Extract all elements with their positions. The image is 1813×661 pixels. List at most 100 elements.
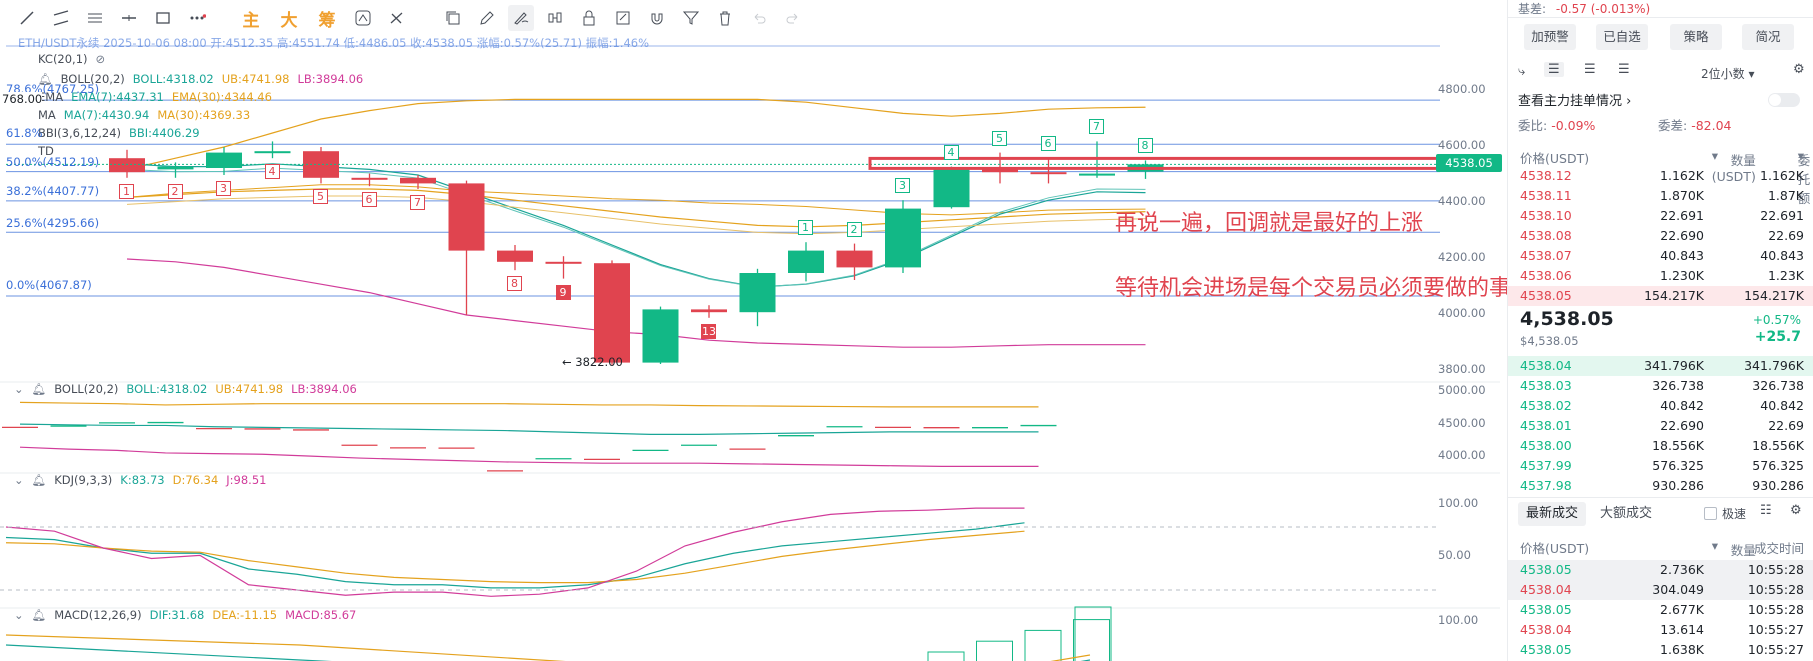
- lock-icon[interactable]: [576, 5, 602, 31]
- orderbook-header: 价格(USDT) 数量 (USDT) ▾ 委托额 ▾: [1508, 146, 1813, 206]
- trade-row[interactable]: 4538.04 13.614 10:55:27: [1508, 620, 1813, 640]
- ema7-value: EMA(7):4437.31: [71, 90, 164, 104]
- bell-icon[interactable]: 🔔︎: [31, 473, 47, 487]
- price-cell: 4538.06: [1520, 268, 1572, 283]
- bid-row[interactable]: 4538.03 326.738 326.738: [1508, 376, 1813, 396]
- ask-row[interactable]: 4538.07 40.843 40.843: [1508, 246, 1813, 266]
- sub-boll-axis-5000: 5000.00: [1438, 383, 1486, 397]
- orderbook-asks-icon[interactable]: ☰: [1618, 62, 1630, 77]
- overview-button[interactable]: 简况: [1742, 24, 1794, 50]
- annotation-text-1[interactable]: 再说一遍，回调就是最好的上涨: [1115, 211, 1424, 236]
- ask-row[interactable]: 4538.06 1.230K 1.23K: [1508, 266, 1813, 286]
- pencil-icon[interactable]: [474, 5, 500, 31]
- orderbook-bids-icon[interactable]: ☰: [1584, 62, 1596, 77]
- list-settings-icon[interactable]: ☷: [1760, 503, 1772, 518]
- collapse-icon[interactable]: ⌄: [14, 382, 24, 396]
- chip-distribution-toggle[interactable]: 筹: [318, 10, 336, 31]
- main-chart-toggle[interactable]: 主: [242, 10, 260, 31]
- ask-row[interactable]: 4538.11 1.870K 1.87K: [1508, 186, 1813, 206]
- sub-boll-legend: ⌄ 🔔︎ BOLL(20,2) BOLL:4318.02 UB:4741.98 …: [14, 382, 357, 396]
- annotation-text-2[interactable]: 等待机会进场是每个交易员必须要做的事: [1115, 276, 1512, 301]
- bull-candle: [254, 151, 291, 154]
- amount-cell: 576.325: [1752, 458, 1804, 473]
- qty-cell: 40.843: [1660, 248, 1704, 263]
- ask-row[interactable]: 4538.05 154.217K 154.217K: [1508, 286, 1813, 306]
- measure-tool-icon[interactable]: [384, 5, 410, 31]
- bid-row[interactable]: 4538.04 341.796K 341.796K: [1508, 356, 1813, 376]
- bid-row[interactable]: 4537.99 576.325 576.325: [1508, 456, 1813, 476]
- bell-icon[interactable]: 🔔︎: [38, 72, 53, 86]
- amount-cell: 22.691: [1760, 208, 1804, 223]
- td-count-label: 2: [167, 183, 183, 199]
- eye-off-icon[interactable]: ⊘: [95, 52, 106, 66]
- extreme-checkbox[interactable]: [1704, 507, 1717, 520]
- ask-row[interactable]: 4538.10 22.691 22.691: [1508, 206, 1813, 226]
- kdj-j-line: [5, 507, 1025, 597]
- collapse-icon[interactable]: ⌄: [14, 608, 24, 622]
- price-cell: 4538.00: [1520, 438, 1572, 453]
- ob-qty-header[interactable]: 数量 (USDT) ▾: [1711, 148, 1756, 184]
- compare-icon[interactable]: [350, 5, 376, 31]
- rectangle-tool-icon[interactable]: [150, 5, 176, 31]
- horizontal-lines-icon[interactable]: [82, 5, 108, 31]
- price-cell: 4538.05: [1520, 642, 1572, 657]
- precision-select[interactable]: 2位小数 ▾: [1701, 65, 1755, 82]
- td-count-label: 13: [701, 323, 716, 339]
- edit-note-icon[interactable]: [610, 5, 636, 31]
- kline-chart[interactable]: ETH/USDT永续 2025-10-06 08:00 开:4512.35 高:…: [0, 30, 1511, 661]
- gear-icon[interactable]: ⚙: [1793, 62, 1805, 77]
- gear-icon[interactable]: ⚙: [1790, 503, 1802, 518]
- amount-cell: 18.556K: [1752, 438, 1804, 453]
- sub-boll-axis-4000: 4000.00: [1438, 448, 1486, 462]
- magnet-icon[interactable]: [644, 5, 670, 31]
- bid-row[interactable]: 4538.00 18.556K 18.556K: [1508, 436, 1813, 456]
- ask-row[interactable]: 4538.12 1.162K 1.162K: [1508, 166, 1813, 186]
- amount-cell: 10:55:27: [1747, 642, 1804, 657]
- trade-row[interactable]: 4538.04 304.049 10:55:28: [1508, 580, 1813, 600]
- depth-link-text: 查看主力挂单情况: [1518, 94, 1623, 109]
- macd-legend: ⌄ 🔔︎ MACD(12,26,9) DIF:31.68 DEA:-11.15 …: [14, 608, 356, 622]
- depth-link[interactable]: 查看主力挂单情况 ›: [1518, 90, 1631, 109]
- tab-large-trades[interactable]: 大额成交: [1600, 506, 1653, 521]
- td-count-label: 2: [846, 221, 862, 237]
- bell-icon[interactable]: 🔔︎: [31, 382, 47, 396]
- td-count-label: 6: [1040, 136, 1056, 152]
- macd-dea-value: DEA:-11.15: [212, 608, 278, 622]
- trade-qty-header[interactable]: 数量(USDT) ▾: [1712, 538, 1756, 574]
- collapse-icon[interactable]: ⌄: [14, 473, 24, 487]
- undo-icon[interactable]: [746, 5, 772, 31]
- brush-icon[interactable]: [508, 5, 534, 31]
- bid-row[interactable]: 4538.02 40.842 40.842: [1508, 396, 1813, 416]
- link-icon[interactable]: ⤷: [1518, 64, 1526, 79]
- trade-row[interactable]: 4538.05 1.638K 10:55:27: [1508, 640, 1813, 660]
- redo-icon[interactable]: [780, 5, 806, 31]
- orderbook-both-icon[interactable]: ☰: [1544, 62, 1564, 77]
- trade-row[interactable]: 4538.05 2.677K 10:55:28: [1508, 600, 1813, 620]
- depth-toggle[interactable]: [1768, 93, 1800, 107]
- copy-icon[interactable]: [440, 5, 466, 31]
- filter-icon[interactable]: [678, 5, 704, 31]
- ob-amount-header[interactable]: 委托额 ▾: [1797, 148, 1811, 206]
- trash-icon[interactable]: [712, 5, 738, 31]
- more-tools-icon[interactable]: [184, 5, 210, 31]
- ma-label: MA: [38, 108, 56, 122]
- bid-row[interactable]: 4538.01 22.690 22.69: [1508, 416, 1813, 436]
- ask-row[interactable]: 4538.08 22.690 22.69: [1508, 226, 1813, 246]
- add-alert-button[interactable]: 加预警: [1524, 24, 1576, 50]
- strategy-button[interactable]: 策略: [1670, 24, 1722, 50]
- large-order-toggle[interactable]: 大: [280, 10, 298, 31]
- boll-lower-line: [126, 258, 1146, 348]
- parallel-channel-icon[interactable]: [48, 5, 74, 31]
- trade-row[interactable]: 4538.05 2.736K 10:55:28: [1508, 560, 1813, 580]
- horizontal-ray-icon[interactable]: [116, 5, 142, 31]
- trades-header: 价格(USDT) 数量(USDT) ▾ 成交时间: [1508, 536, 1813, 574]
- bell-icon[interactable]: 🔔︎: [31, 608, 47, 622]
- chart-canvas[interactable]: [0, 30, 1500, 661]
- trendline-tool-icon[interactable]: [14, 5, 40, 31]
- tab-latest-trades[interactable]: 最新成交: [1518, 502, 1587, 526]
- favorited-button[interactable]: 已自选: [1596, 24, 1648, 50]
- amount-cell: 10:55:27: [1747, 622, 1804, 637]
- bid-row[interactable]: 4537.98 930.286 930.286: [1508, 476, 1813, 496]
- candles-icon[interactable]: [542, 5, 568, 31]
- qty-cell: 22.690: [1660, 228, 1704, 243]
